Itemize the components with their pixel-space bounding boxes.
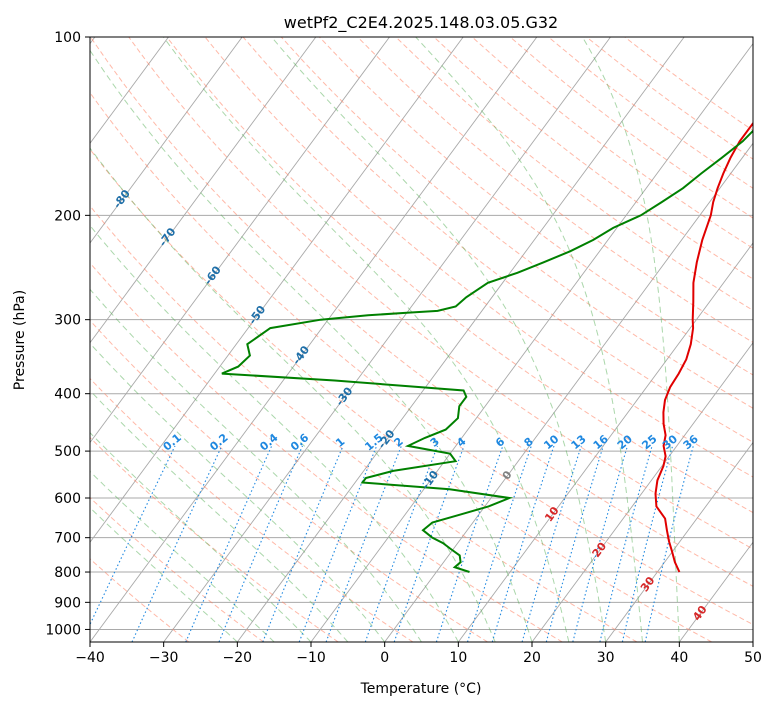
y-tick-label: 400	[54, 387, 81, 403]
isotherm-line	[90, 37, 538, 642]
dewpoint-profile	[221, 129, 753, 573]
plot-frame	[89, 36, 754, 643]
x-tick-label: 10	[449, 650, 467, 666]
dry-adiabat	[90, 262, 563, 642]
isotherm-line	[90, 37, 464, 544]
dry-adiabat	[90, 558, 190, 642]
y-tick-label: 700	[54, 531, 81, 547]
moist-adiabat	[90, 431, 312, 642]
dry-adiabat	[90, 91, 753, 626]
isotherm-line	[531, 342, 753, 642]
isotherm-line	[236, 37, 685, 642]
mixing-ratio-line	[572, 445, 629, 642]
dry-adiabat	[90, 37, 753, 587]
dry-adiabat	[280, 37, 753, 409]
x-tick-label: −20	[223, 650, 253, 666]
mixing-ratio-line	[491, 445, 555, 642]
isotherm-line	[457, 242, 753, 642]
moist-adiabat	[162, 37, 570, 642]
x-tick-label: 30	[597, 650, 615, 666]
dry-adiabat	[90, 148, 712, 642]
mixing-ratio-line	[545, 445, 604, 642]
mixing-ratio-line	[185, 445, 273, 642]
y-tick-label: 100	[54, 30, 81, 46]
mixing-ratio-line	[325, 445, 402, 642]
y-tick-label: 1000	[45, 622, 81, 638]
isotherm-line	[90, 37, 317, 344]
moist-adiabat	[90, 224, 459, 642]
profile-lines	[221, 121, 753, 573]
moist-adiabat	[582, 37, 680, 642]
moist-adiabat	[90, 342, 386, 642]
x-tick-label: −10	[296, 650, 326, 666]
y-tick-label: 800	[54, 565, 81, 581]
dry-adiabat	[242, 37, 753, 443]
mixing-ratio-line	[364, 445, 439, 642]
x-tick-label: 40	[670, 650, 688, 666]
isotherm-line	[90, 37, 169, 145]
y-tick-label: 900	[54, 595, 81, 611]
mixing-ratio-line	[466, 445, 532, 642]
grid-lines	[90, 37, 753, 642]
mixing-ratio-line	[218, 445, 304, 642]
dry-adiabat	[395, 37, 753, 311]
dry-adiabat	[128, 37, 753, 550]
mixing-ratio-line	[90, 445, 176, 626]
isotherm-line	[310, 42, 753, 642]
y-tick-label: 600	[54, 491, 81, 507]
x-tick-label: 20	[523, 650, 541, 666]
mixing-ratio-line	[621, 445, 674, 642]
mixing-ratio-line	[393, 445, 465, 642]
isotherm-line	[90, 37, 243, 244]
moist-adiabat	[271, 37, 607, 642]
x-tick-label: −30	[149, 650, 179, 666]
isotherm-line	[384, 142, 753, 642]
y-tick-label: 300	[54, 313, 81, 329]
mixing-ratio-line	[521, 445, 582, 642]
isotherm-line	[163, 37, 611, 642]
dry-adiabat	[90, 377, 414, 642]
x-tick-label: 0	[380, 650, 389, 666]
moist-adiabat	[90, 288, 422, 642]
mixing-ratio-line	[435, 445, 504, 642]
isotherm-line	[90, 37, 390, 444]
x-axis-ticks: −40 −30 −20 −10 0 10 20 30 40 50	[75, 642, 762, 666]
isotherm-line	[605, 441, 753, 642]
temperature-profile	[654, 121, 753, 573]
y-axis-label: Pressure (hPa)	[12, 290, 28, 390]
mixing-ratio-line	[599, 445, 653, 642]
chart-title: wetPf2_C2E4.2025.148.03.05.G32	[284, 13, 558, 33]
y-tick-label: 200	[54, 208, 81, 224]
y-axis-ticks: 100 200 300 400 500 600 700 800 900 1000	[45, 30, 90, 638]
moist-adiabat	[90, 389, 349, 642]
moist-adiabat	[415, 37, 643, 642]
dry-adiabat	[166, 37, 753, 514]
x-tick-label: −40	[75, 650, 105, 666]
moist-adiabat	[90, 49, 533, 642]
x-tick-label: 50	[744, 650, 762, 666]
x-axis-label: Temperature (°C)	[360, 681, 482, 697]
dry-adiabat	[90, 205, 638, 642]
mixing-ratio-line	[644, 445, 694, 642]
y-tick-label: 500	[54, 444, 81, 460]
